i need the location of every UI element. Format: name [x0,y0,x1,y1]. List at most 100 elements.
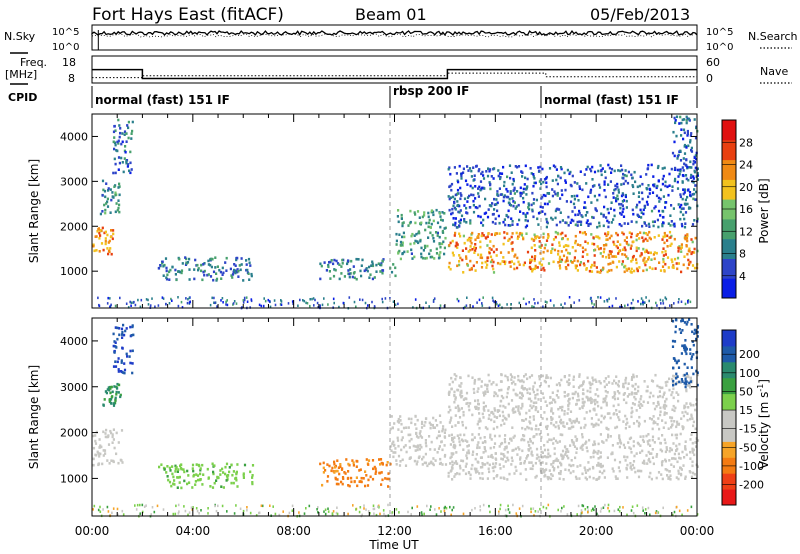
velocity-cell [677,472,680,475]
power-cell [486,256,489,259]
velocity-cell [115,393,118,396]
power-cell [538,240,541,243]
power-cell [371,260,374,264]
power-cell [131,120,134,124]
velocity-cell [637,421,641,425]
velocity-cell [381,462,384,465]
velocity-cell [679,381,682,384]
velocity-cell [514,447,517,451]
power-cell [477,233,480,236]
velocity-cell [458,440,461,443]
power-cell [401,224,404,228]
velocity-colorbar-swatch [722,361,736,379]
power-cell [170,297,172,301]
power-cell [482,218,485,222]
power-cell [665,297,668,301]
power-cell [250,298,253,301]
power-cell [478,204,481,208]
power-cell [161,296,164,299]
velocity-cell [667,427,670,430]
power-cell [590,270,594,273]
power-cell [694,236,697,240]
velocity-cell [372,507,375,511]
velocity-cell [547,452,550,455]
power-cell [226,299,228,302]
velocity-cell [347,512,349,516]
power-cell [428,218,431,222]
velocity-cell [670,416,674,420]
power-cell [670,234,673,238]
power-cell [463,197,467,201]
power-cell [473,246,476,249]
power-cell [532,215,535,219]
velocity-cell [580,384,583,387]
velocity-cell [695,440,698,444]
velocity-cell [450,433,453,437]
velocity-cell [613,509,616,513]
velocity-cell [132,333,135,337]
power-cell [202,263,205,266]
velocity-cell [457,421,460,424]
velocity-cell [288,511,291,515]
velocity-cell [387,485,390,488]
power-cell [615,265,618,269]
power-cell [210,257,213,261]
power-cell [338,263,341,266]
nave-right-tick-bottom: 0 [706,72,713,85]
power-cell [659,298,662,302]
power-cell [696,172,699,175]
velocity-cell [649,391,652,395]
velocity-cell [607,435,610,439]
power-cell [472,264,475,268]
velocity-cell [94,439,97,443]
velocity-cell [131,324,134,327]
power-cell [151,297,153,300]
velocity-cell [212,470,215,474]
velocity-cell [633,392,636,395]
power-cell [685,158,688,162]
velocity-cell [429,448,432,451]
velocity-cell [630,391,633,394]
velocity-cell [569,471,572,475]
velocity-cell [685,389,688,393]
power-cell [684,198,687,202]
velocity-cell [657,511,660,514]
power-cell [635,238,638,242]
velocity-cell [559,418,563,422]
power-cell [342,301,345,305]
velocity-cell [567,450,570,453]
velocity-cell [637,442,640,446]
velocity-cell [525,478,528,481]
power-cell [600,169,603,173]
velocity-cell [630,509,633,512]
velocity-cell [519,458,522,461]
power-cell [162,264,165,268]
velocity-cell [521,449,524,453]
power-cell [462,171,465,174]
power-cell [531,305,533,308]
power-cell [580,220,583,224]
velocity-cell [449,419,452,422]
velocity-cell [453,475,456,478]
velocity-cell [659,413,662,417]
velocity-cell [543,444,546,447]
velocity-cell [665,397,668,401]
velocity-cell [522,380,525,384]
velocity-cell [583,426,586,429]
velocity-cell [500,457,503,461]
velocity-cell [504,434,507,437]
velocity-cell [173,483,176,486]
velocity-cell [405,426,408,429]
velocity-cell [574,456,577,460]
velocity-cell [378,471,381,475]
power-cell [470,266,473,270]
velocity-cell [494,452,497,455]
velocity-cell [576,465,579,468]
power-cell [197,267,200,270]
power-cell [556,194,559,197]
power-cell [514,207,517,210]
velocity-cell [331,466,334,470]
velocity-cell [570,425,573,429]
power-cell [213,296,215,300]
